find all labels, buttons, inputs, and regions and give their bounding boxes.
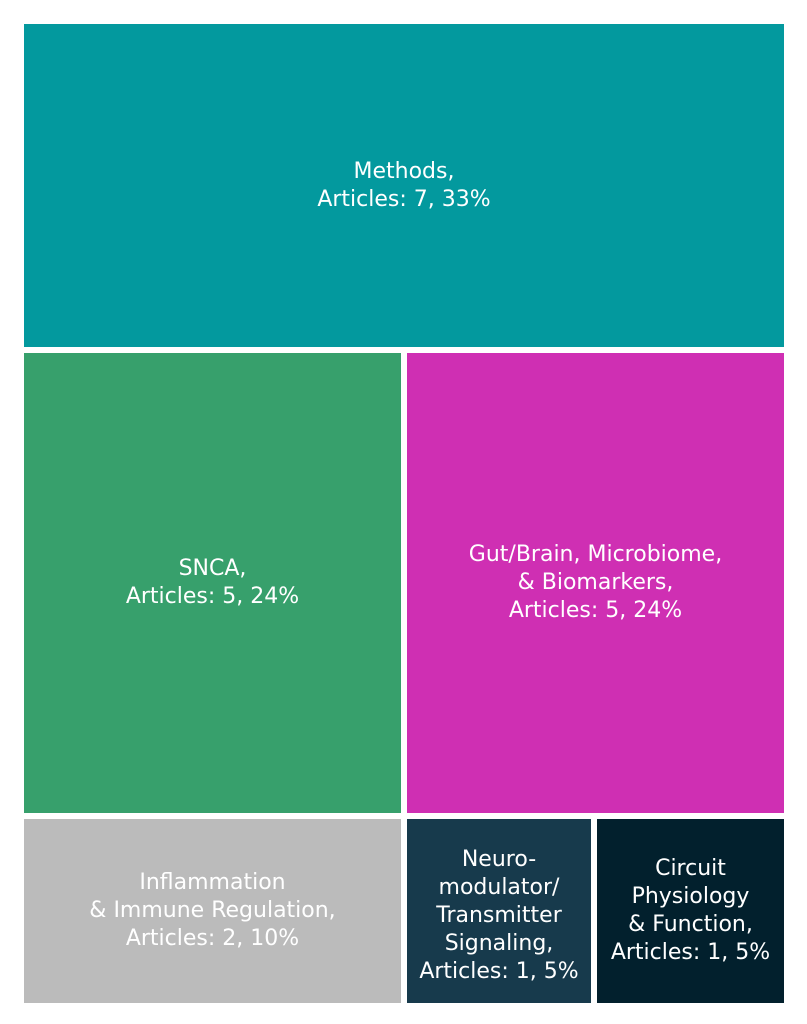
tile-label-line: Physiology: [631, 884, 750, 909]
tile-label-line: SNCA,: [178, 556, 247, 581]
tile-label-line: Inflammation: [139, 870, 286, 895]
tile-inflammation: Inflammation & Immune Regulation, Articles…: [24, 819, 401, 1003]
tile-label: Gut/Brain, Microbiome, & Biomarkers, Artic…: [469, 541, 722, 625]
tile-label-line: modulator/: [438, 875, 560, 900]
tile-label-line: Articles: 5, 24%: [508, 598, 683, 623]
tile-label-line: & Function,: [628, 912, 753, 937]
tile-snca: SNCA, Articles: 5, 24%: [24, 353, 401, 813]
tile-label: Neuro-modulator/Transmitter Signaling, Art…: [419, 846, 578, 986]
tile-label-line: Articles: 7, 33%: [317, 186, 491, 212]
tile-label: Circuit Physiology & Function, Articles: 1,…: [611, 855, 770, 967]
tile-label: SNCA, Articles: 5, 24%: [126, 555, 299, 611]
tile-label-line: & Biomarkers,: [517, 570, 674, 595]
tile-label-line: Neuro-: [461, 847, 537, 872]
tile-label: Methods, Articles: 7, 33%: [317, 158, 490, 214]
tile-label-line: Articles: 1, 5%: [610, 940, 771, 965]
tile-label-line: Circuit: [655, 856, 726, 881]
tile-label-line: Gut/Brain, Microbiome,: [468, 542, 723, 567]
tile-gut-brain: Gut/Brain, Microbiome, & Biomarkers, Artic…: [407, 353, 784, 813]
tile-label-line: Transmitter: [436, 903, 562, 928]
tile-neuromodulator: Neuro-modulator/Transmitter Signaling, Art…: [407, 819, 591, 1003]
tile-circuit-physiology: Circuit Physiology & Function, Articles: 1,…: [597, 819, 784, 1003]
tile-label: Inflammation & Immune Regulation, Articles…: [89, 869, 335, 953]
tile-label-line: Signaling,: [444, 931, 554, 956]
tile-methods: Methods, Articles: 7, 33%: [24, 24, 784, 347]
tile-label-line: Articles: 2, 10%: [125, 926, 300, 951]
tile-label-line: Articles: 1, 5%: [419, 959, 579, 984]
tile-label-line: Methods,: [353, 158, 455, 184]
tile-label-line: Articles: 5, 24%: [125, 584, 300, 609]
tile-label-line: & Immune Regulation,: [89, 898, 336, 923]
